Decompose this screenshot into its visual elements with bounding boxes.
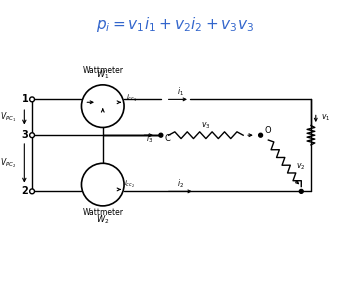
Text: Wattmeter: Wattmeter <box>82 208 123 217</box>
Circle shape <box>82 85 124 127</box>
Text: $v_1$: $v_1$ <box>321 112 330 123</box>
Circle shape <box>159 133 163 137</box>
Text: $V_{PC_1}$: $V_{PC_1}$ <box>0 111 17 124</box>
Circle shape <box>30 189 34 194</box>
Circle shape <box>30 97 34 102</box>
Circle shape <box>82 163 124 206</box>
Text: $W_1$: $W_1$ <box>96 68 109 81</box>
Text: O: O <box>265 126 271 135</box>
Circle shape <box>30 133 34 138</box>
Circle shape <box>259 133 262 137</box>
Text: $i_2$: $i_2$ <box>177 177 184 190</box>
Text: $i_{cc_2}$: $i_{cc_2}$ <box>124 179 135 190</box>
Text: $i_{cc_1}$: $i_{cc_1}$ <box>126 93 137 104</box>
Text: $v_2$: $v_2$ <box>296 161 306 171</box>
Text: $W_2$: $W_2$ <box>96 214 109 226</box>
Text: 3: 3 <box>21 130 28 140</box>
Circle shape <box>299 189 303 193</box>
Text: $V_{PC_2}$: $V_{PC_2}$ <box>0 156 17 170</box>
Text: 1: 1 <box>21 94 28 104</box>
Text: C: C <box>165 134 171 143</box>
Text: $i_3$: $i_3$ <box>146 132 153 145</box>
Text: $v_3$: $v_3$ <box>201 121 210 131</box>
Text: 2: 2 <box>21 186 28 196</box>
Text: $i_1$: $i_1$ <box>177 85 184 98</box>
Text: $p_i = v_1i_1 + v_2i_2 + v_3v_3$: $p_i = v_1i_1 + v_2i_2 + v_3v_3$ <box>97 15 254 34</box>
Text: Wattmeter: Wattmeter <box>82 66 123 75</box>
